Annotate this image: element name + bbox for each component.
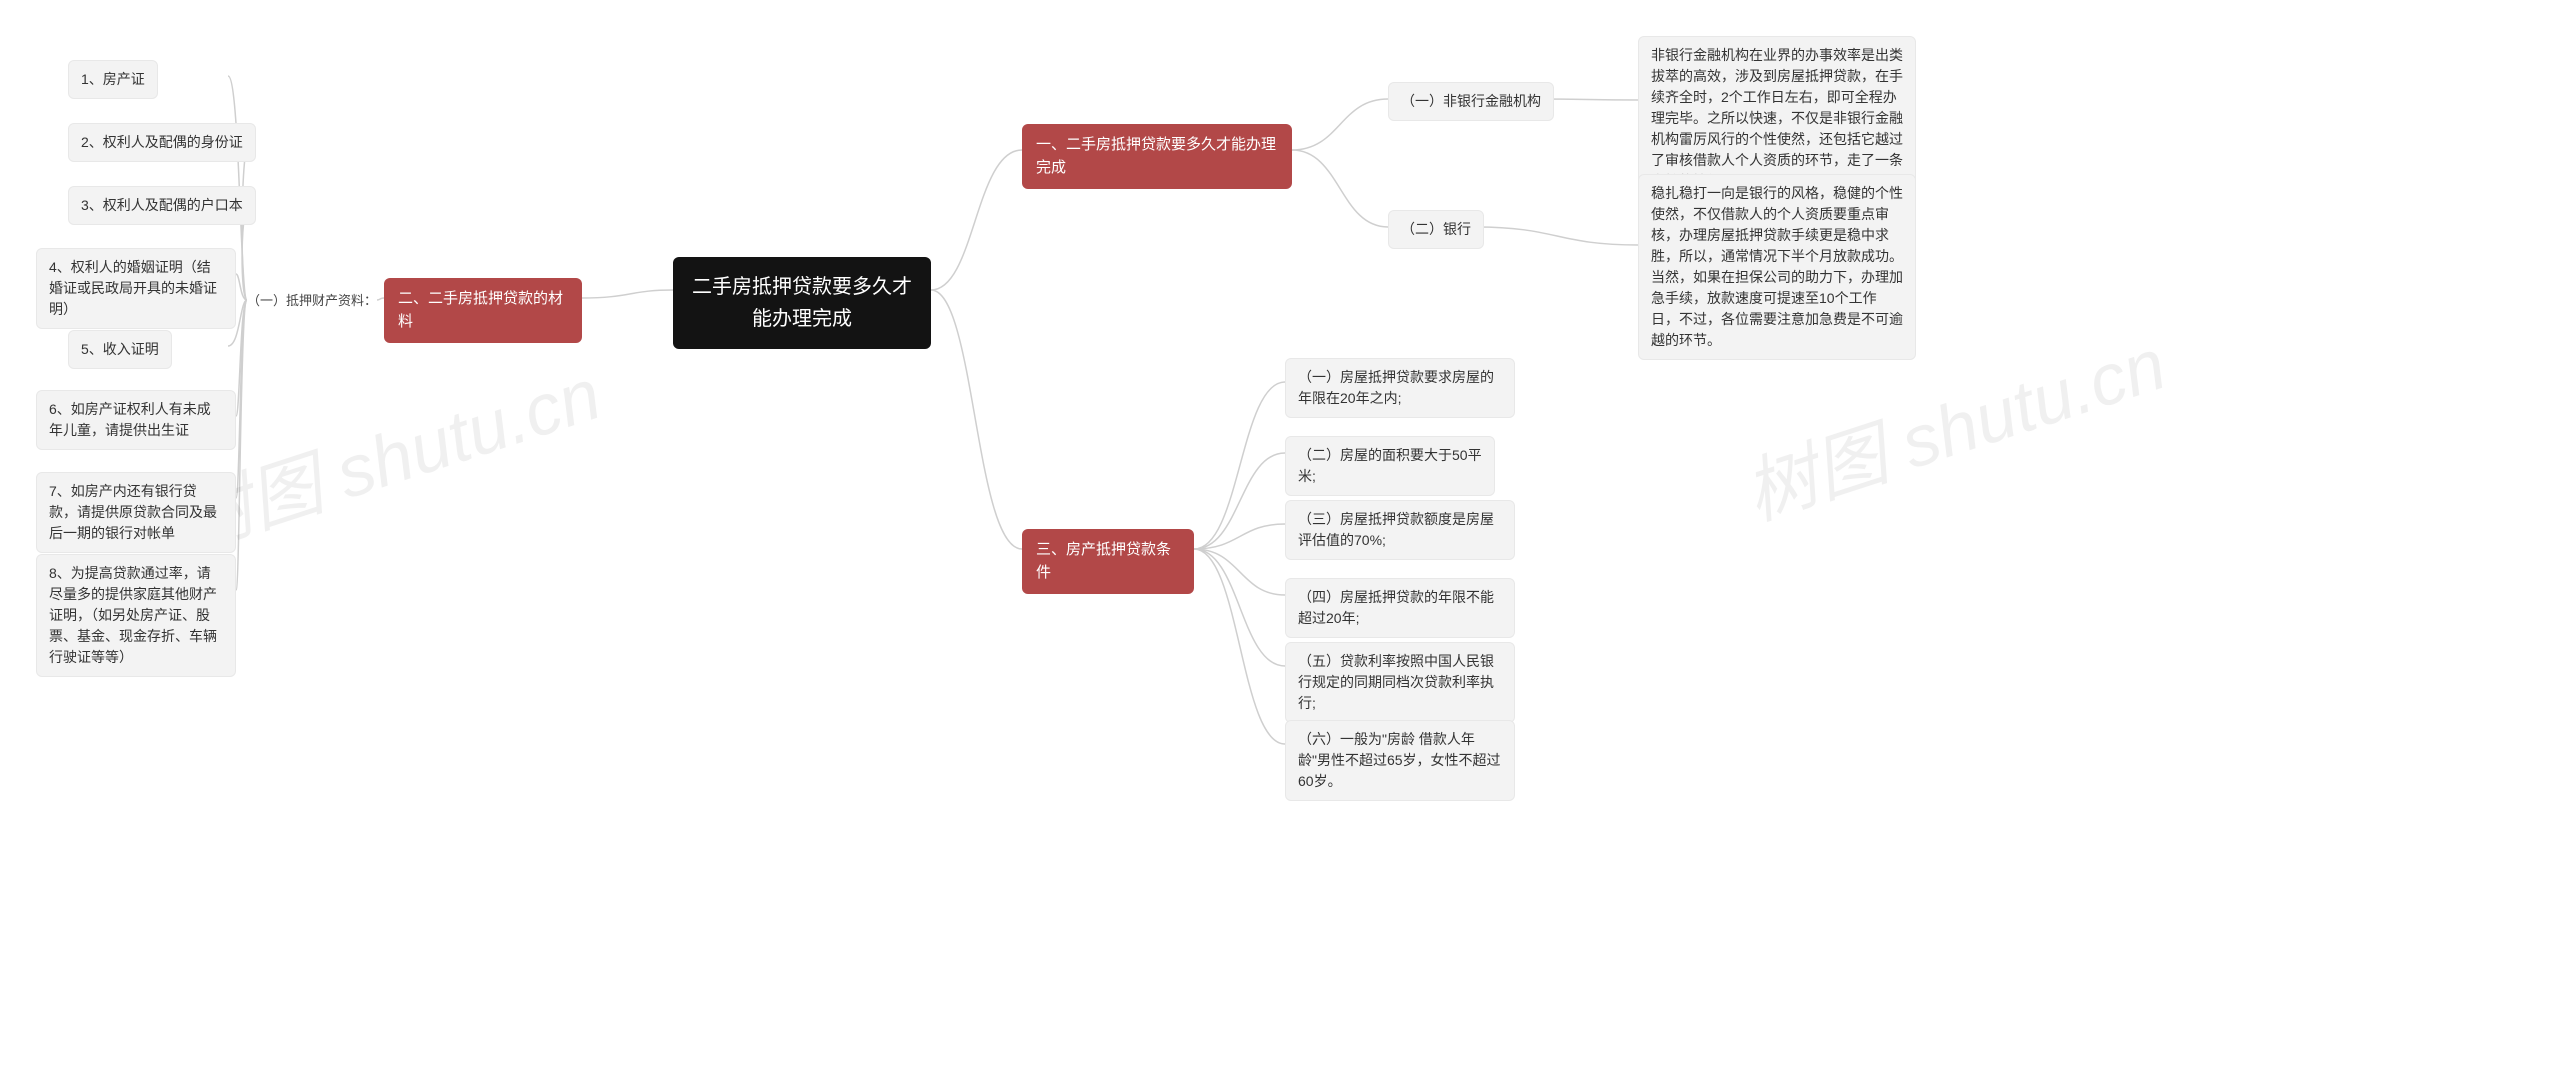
sub-2-1: （一）抵押财产资料： — [247, 290, 377, 309]
leaf-b1-2: （二）银行 — [1388, 210, 1484, 249]
leaf-b3-6: （六）一般为"房龄 借款人年龄"男性不超过65岁，女性不超过60岁。 — [1285, 720, 1515, 801]
leaf-b2-8: 8、为提高贷款通过率，请尽量多的提供家庭其他财产证明，（如另处房产证、股票、基金… — [36, 554, 236, 677]
root-node: 二手房抵押贷款要多久才能办理完成 — [673, 257, 931, 349]
leaf-b2-7: 7、如房产内还有银行贷款，请提供原贷款合同及最后一期的银行对帐单 — [36, 472, 236, 553]
leaf-b2-4: 4、权利人的婚姻证明（结婚证或民政局开具的未婚证明） — [36, 248, 236, 329]
leaf-b3-2: （二）房屋的面积要大于50平米; — [1285, 436, 1495, 496]
leaf-b2-6: 6、如房产证权利人有未成年儿童，请提供出生证 — [36, 390, 236, 450]
branch-3: 三、房产抵押贷款条件 — [1022, 529, 1194, 594]
leaf-b2-2: 2、权利人及配偶的身份证 — [68, 123, 256, 162]
leaf-b3-3: （三）房屋抵押贷款额度是房屋评估值的70%; — [1285, 500, 1515, 560]
leaf-b3-5: （五）贷款利率按照中国人民银行规定的同期同档次贷款利率执行; — [1285, 642, 1515, 723]
leaf-b2-1: 1、房产证 — [68, 60, 158, 99]
branch-1: 一、二手房抵押贷款要多久才能办理完成 — [1022, 124, 1292, 189]
leaf-b1-1: （一）非银行金融机构 — [1388, 82, 1554, 121]
leaf-b2-3: 3、权利人及配偶的户口本 — [68, 186, 256, 225]
branch-2: 二、二手房抵押贷款的材料 — [384, 278, 582, 343]
leaf-b3-4: （四）房屋抵押贷款的年限不能超过20年; — [1285, 578, 1515, 638]
leaf-b3-1: （一）房屋抵押贷款要求房屋的年限在20年之内; — [1285, 358, 1515, 418]
leaf-b1-2-detail: 稳扎稳打一向是银行的风格，稳健的个性使然，不仅借款人的个人资质要重点审核，办理房… — [1638, 174, 1916, 360]
leaf-b2-5: 5、收入证明 — [68, 330, 172, 369]
